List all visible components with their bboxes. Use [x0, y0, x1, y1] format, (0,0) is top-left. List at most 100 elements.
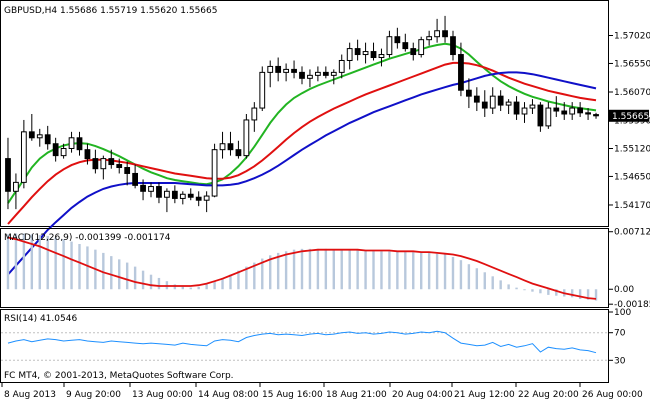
macd-bar — [491, 276, 494, 290]
macd-bar — [427, 252, 431, 290]
bear-candle — [585, 112, 591, 115]
macd-bar — [261, 258, 264, 290]
macd-bar — [356, 250, 359, 290]
macd-bar — [404, 252, 407, 290]
macd-bar — [555, 289, 558, 296]
macd-bar — [22, 233, 26, 290]
macd-bar — [229, 274, 232, 290]
bull-candle — [569, 107, 576, 115]
bull-candle — [505, 101, 512, 106]
rsi-pane[interactable]: RSI(14) 41.0546 100 70 30 FC MT4, © 2001-2… — [0, 308, 632, 383]
macd-bar — [451, 256, 455, 290]
rsi-y-tick-label: 70 — [614, 329, 626, 339]
macd-bar — [14, 233, 18, 290]
macd-bar — [70, 241, 73, 290]
price-pane[interactable]: GBPUSD,H4 1.55686 1.55719 1.55620 1.5566… — [0, 0, 650, 276]
bear-candle — [92, 158, 99, 170]
price-y-tick-label: 1.55120 — [614, 144, 650, 154]
macd-bar — [475, 268, 479, 290]
macd-bar — [396, 251, 399, 290]
bear-candle — [28, 131, 35, 139]
macd-bar — [547, 289, 550, 295]
bull-candle — [68, 137, 75, 149]
macd-bar — [531, 289, 534, 292]
macd-bar — [388, 251, 391, 290]
bull-candle — [203, 195, 210, 201]
macd-y-axis: 0.007123 0.00 -0.001850 — [609, 228, 650, 310]
bear-candle — [458, 54, 464, 91]
bull-candle — [386, 36, 393, 56]
bear-candle — [513, 101, 520, 115]
macd-bar — [110, 256, 113, 290]
bear-candle — [553, 107, 560, 112]
bear-candle — [108, 158, 115, 166]
bull-candle — [267, 65, 274, 73]
macd-bar — [570, 289, 574, 298]
ma-fast-line — [7, 42, 597, 204]
bear-candle — [450, 36, 456, 56]
time-tick-label: 26 Aug 00:00 — [582, 390, 643, 400]
macd-bar — [118, 259, 121, 290]
macd-bar — [86, 246, 89, 290]
bear-candle — [44, 134, 51, 145]
rsi-line — [7, 330, 597, 354]
bull-candle — [36, 134, 43, 139]
macd-bar — [308, 248, 312, 290]
rsi-y-tick-label: 30 — [614, 356, 626, 366]
macd-bar — [157, 277, 161, 290]
bear-candle — [322, 71, 329, 76]
time-tick-label: 8 Aug 2013 — [4, 390, 56, 400]
macd-bar — [586, 289, 590, 300]
macd-bar — [284, 251, 288, 290]
price-y-tick-label: 1.54650 — [614, 172, 650, 182]
bull-candle — [434, 30, 440, 38]
rsi-pane-frame — [0, 309, 609, 383]
price-y-tick-label: 1.56550 — [614, 59, 650, 69]
time-tick-label: 13 Aug 00:00 — [132, 390, 193, 400]
bull-candle — [251, 107, 258, 121]
bear-candle — [275, 65, 282, 73]
macd-bar — [507, 284, 510, 290]
macd-bar — [189, 287, 192, 290]
macd-pane[interactable]: MACD(12,26,9) -0.001399 -0.001174 0.0071… — [0, 228, 650, 310]
bear-candle — [561, 110, 568, 115]
macd-bar — [6, 234, 10, 290]
price-y-tick-label: 1.56070 — [614, 88, 650, 98]
macd-bar — [364, 250, 367, 290]
macd-bar — [300, 248, 304, 290]
macd-bar — [443, 254, 447, 290]
price-pane-frame — [0, 0, 609, 227]
rsi-y-axis: 100 70 30 — [609, 308, 631, 366]
macd-y-tick-label: -0.001850 — [614, 300, 650, 310]
bear-candle — [299, 71, 305, 79]
bull-candle — [378, 54, 385, 59]
macd-bar — [125, 262, 129, 290]
macd-title: MACD(12,26,9) -0.001399 -0.001174 — [4, 233, 171, 243]
rsi-title: RSI(14) 41.0546 — [4, 314, 77, 324]
macd-bar — [78, 244, 81, 290]
bear-candle — [132, 172, 139, 186]
bear-candle — [195, 196, 202, 201]
bear-candle — [354, 48, 361, 56]
macd-bar — [205, 284, 208, 290]
rsi-levels — [1, 332, 608, 361]
macd-pane-frame — [0, 228, 609, 308]
macd-bar — [213, 281, 216, 290]
macd-bar — [523, 289, 526, 291]
time-tick-label: 22 Aug 20:00 — [518, 390, 579, 400]
macd-bar — [515, 287, 518, 290]
bear-candle — [187, 193, 194, 198]
candles — [5, 15, 599, 213]
macd-y-tick-label: 0.007123 — [614, 228, 650, 238]
macd-bar — [133, 266, 137, 290]
bear-candle — [497, 95, 504, 106]
bull-candle — [164, 190, 170, 198]
bear-candle — [227, 143, 234, 151]
bull-candle — [13, 181, 19, 192]
bear-candle — [235, 149, 242, 157]
time-tick-label: 14 Aug 08:00 — [198, 390, 259, 400]
time-tick-label: 20 Aug 04:00 — [392, 390, 453, 400]
bear-candle — [171, 190, 178, 199]
bull-candle — [529, 104, 536, 109]
